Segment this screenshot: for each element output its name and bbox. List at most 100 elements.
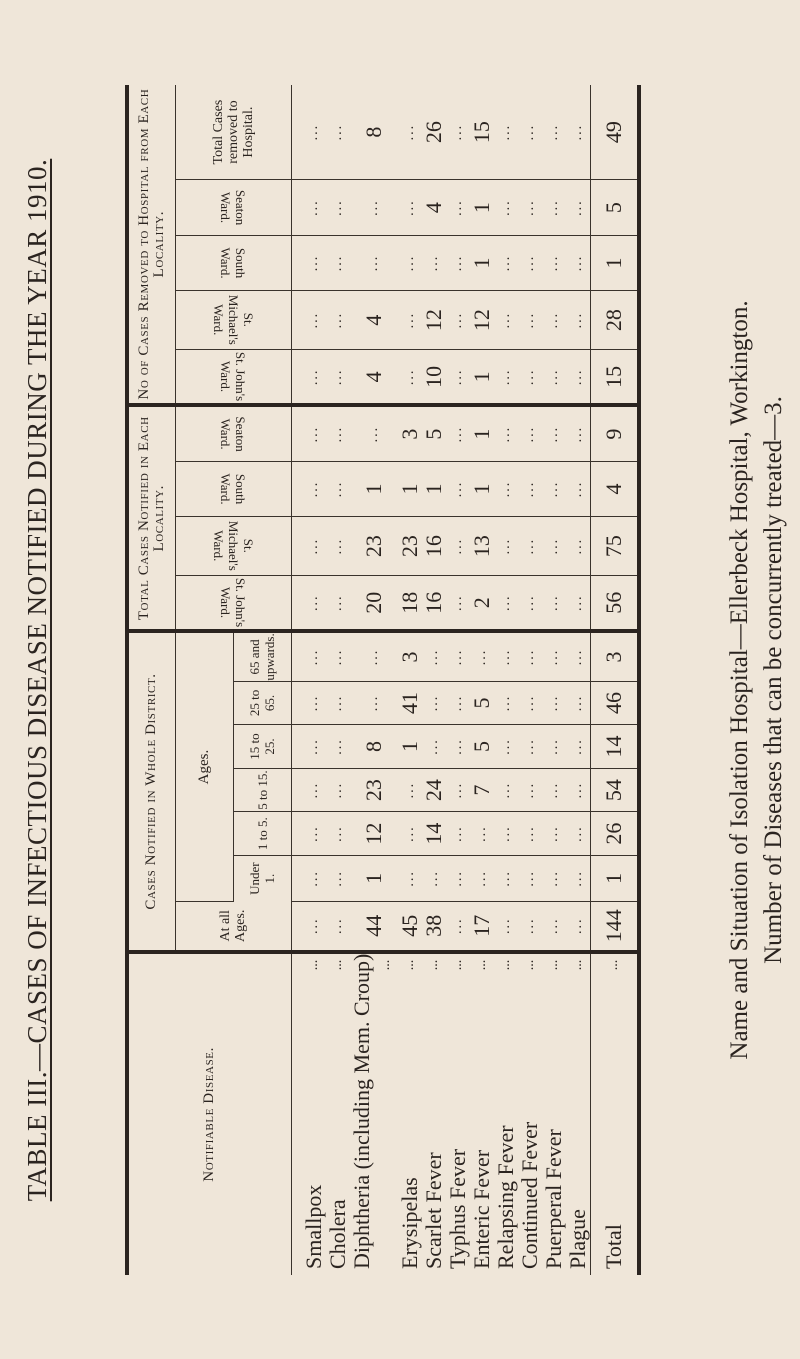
value-cell: 15 (590, 349, 639, 406)
value-cell: ... (565, 461, 590, 517)
value-cell: ... (291, 855, 326, 902)
value-cell: 1 (469, 405, 494, 462)
value-cell: ... (541, 290, 566, 350)
value-cell: ... (445, 681, 470, 725)
header-removed-st-michaels: St. Michael's Ward. (175, 290, 291, 350)
value-cell: ... (325, 461, 350, 517)
value-cell: ... (469, 855, 494, 902)
leader-dots: ... (401, 959, 417, 971)
value-cell: ... (445, 724, 470, 769)
value-cell: ... (325, 235, 350, 291)
value-cell: 4 (349, 349, 398, 406)
value-cell: 3 (397, 631, 422, 682)
leader-dots: ... (449, 959, 465, 971)
value-cell: 45 (397, 901, 422, 952)
value-cell: ... (445, 901, 470, 952)
value-cell: 1 (469, 179, 494, 236)
value-cell: 4 (349, 290, 398, 350)
value-cell: 14 (590, 724, 639, 769)
value-cell: ... (349, 235, 398, 291)
value-cell: 54 (590, 768, 639, 812)
value-cell: ... (493, 235, 518, 291)
value-cell: ... (291, 179, 326, 236)
value-cell: ... (517, 855, 542, 902)
value-cell: ... (325, 85, 350, 180)
value-cell: ... (565, 681, 590, 725)
value-cell: ... (565, 349, 590, 406)
header-removed-seaton: Seaton Ward. (175, 179, 291, 236)
value-cell: ... (541, 631, 566, 682)
value-cell: ... (397, 290, 422, 350)
value-cell: ... (517, 681, 542, 725)
value-cell: ... (291, 349, 326, 406)
disease-label: Erysipelas (396, 1177, 422, 1269)
total-row: Total... 144 1 26 54 14 46 3 56 75 4 9 15 28 1 5 49 (590, 85, 639, 1275)
value-cell: 5 (469, 724, 494, 769)
disease-label: Scarlet Fever (420, 1152, 446, 1269)
value-cell: 1 (349, 855, 398, 902)
value-cell: ... (421, 724, 446, 769)
value-cell: ... (493, 681, 518, 725)
value-cell: ... (397, 179, 422, 236)
header-age-65-up: 65 and upwards. (233, 631, 291, 682)
value-cell: ... (517, 811, 542, 856)
infectious-disease-table: Notifiable Disease. Cases Notified in Wh… (125, 85, 641, 1275)
value-cell: ... (291, 290, 326, 350)
value-cell: ... (397, 85, 422, 180)
value-cell: 18 (397, 575, 422, 632)
value-cell: ... (325, 349, 350, 406)
value-cell: ... (493, 516, 518, 576)
disease-name: Typhus Fever... (444, 952, 470, 1275)
value-cell: ... (291, 901, 326, 952)
value-cell: ... (565, 855, 590, 902)
disease-name: Diphtheria (including Mem. Croup)... (348, 952, 398, 1275)
disease-label: Diphtheria (including Mem. Croup) (348, 953, 374, 1269)
value-cell: ... (445, 85, 470, 180)
value-cell: 38 (421, 901, 446, 952)
value-cell: ... (493, 85, 518, 180)
value-cell: 3 (397, 405, 422, 462)
header-notified-south: South Ward. (175, 461, 291, 517)
header-each-locality: Total Cases Notified in Each Locality. (127, 405, 175, 632)
value-cell: 1 (421, 461, 446, 517)
table-row: Relapsing Fever.........................… (493, 85, 518, 1275)
value-cell: ... (349, 405, 398, 462)
value-cell: 23 (397, 516, 422, 576)
header-notified-st-michaels: St. Michael's Ward. (175, 516, 291, 576)
value-cell: ... (469, 631, 494, 682)
value-cell: ... (493, 179, 518, 236)
value-cell: ... (291, 681, 326, 725)
header-at-all-ages: At all Ages. (175, 901, 291, 952)
header-notified-seaton: Seaton Ward. (175, 405, 291, 462)
header-age-25-65: 25 to 65. (233, 681, 291, 725)
header-whole-district: Cases Notified in Whole District. (127, 631, 175, 952)
value-cell: 49 (590, 85, 639, 180)
value-cell: ... (325, 179, 350, 236)
value-cell: ... (291, 811, 326, 856)
header-removed: No of Cases Removed to Hospital from Eac… (127, 85, 175, 406)
value-cell: ... (445, 405, 470, 462)
value-cell: ... (469, 811, 494, 856)
value-cell: ... (565, 901, 590, 952)
value-cell: ... (517, 290, 542, 350)
value-cell: 4 (421, 179, 446, 236)
value-cell: ... (445, 768, 470, 812)
value-cell: 4 (590, 461, 639, 517)
value-cell: 5 (421, 405, 446, 462)
value-cell: ... (421, 631, 446, 682)
value-cell: ... (291, 461, 326, 517)
value-cell: 1 (469, 349, 494, 406)
disease-label: Typhus Fever (444, 1148, 470, 1269)
value-cell: 1 (469, 461, 494, 517)
value-cell: ... (493, 631, 518, 682)
value-cell: ... (445, 461, 470, 517)
value-cell: 1 (590, 855, 639, 902)
value-cell: ... (517, 179, 542, 236)
header-disease: Notifiable Disease. (127, 951, 291, 1275)
leader-dots: ... (605, 959, 621, 971)
leader-dots: ... (521, 959, 537, 971)
value-cell: 8 (349, 724, 398, 769)
value-cell: ... (349, 631, 398, 682)
value-cell: ... (291, 235, 326, 291)
leader-dots: ... (425, 959, 441, 971)
